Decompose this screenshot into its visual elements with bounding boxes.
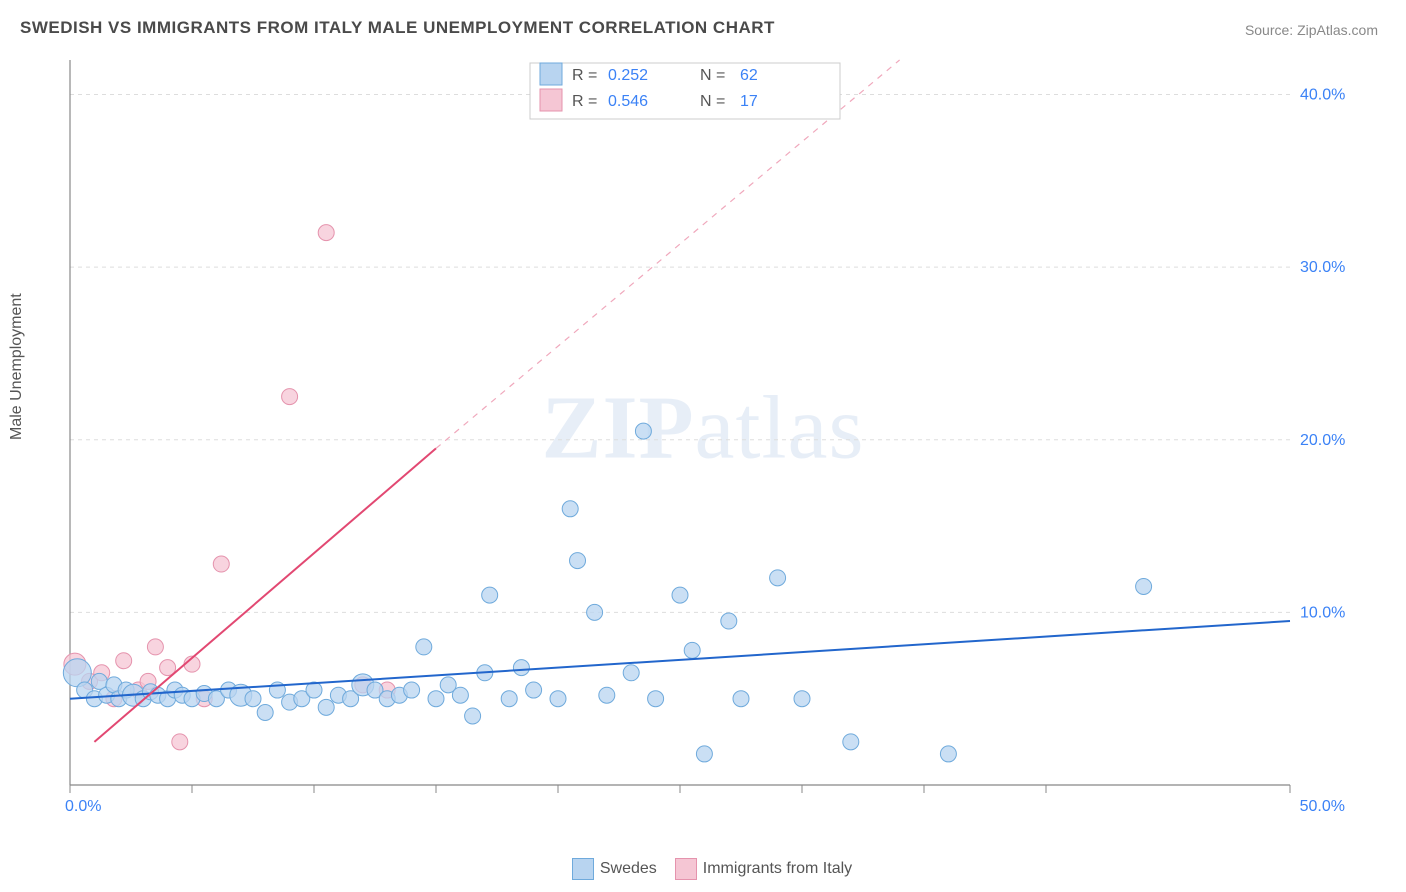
data-point <box>623 665 639 681</box>
legend-n-label: N = <box>700 67 725 84</box>
data-point <box>526 682 542 698</box>
legend-r-value: 0.546 <box>608 93 648 110</box>
data-point <box>282 389 298 405</box>
legend-r-label: R = <box>572 67 597 84</box>
data-point <box>733 691 749 707</box>
legend-n-value: 17 <box>740 93 758 110</box>
data-point <box>550 691 566 707</box>
scatter-chart: 10.0% 20.0% 30.0% 40.0% 0.0% 50.0% R = 0.252 N =… <box>60 55 1350 825</box>
data-point <box>513 660 529 676</box>
trend-line-swedes <box>70 621 1290 699</box>
data-point <box>465 708 481 724</box>
legend-label: Immigrants from Italy <box>703 860 852 877</box>
legend-n-value: 62 <box>740 67 758 84</box>
legend-swatch <box>540 89 562 111</box>
source-attribution: Source: ZipAtlas.com <box>1245 22 1378 38</box>
data-point <box>213 556 229 572</box>
data-point <box>501 691 517 707</box>
data-point <box>245 691 261 707</box>
data-point <box>147 639 163 655</box>
legend-swatch <box>572 858 594 880</box>
data-point <box>696 746 712 762</box>
legend-label: Swedes <box>600 860 657 877</box>
legend-r-label: R = <box>572 93 597 110</box>
data-point <box>257 705 273 721</box>
y-tick-label: 20.0% <box>1300 432 1345 449</box>
legend-swatch <box>675 858 697 880</box>
data-point <box>416 639 432 655</box>
data-point <box>587 604 603 620</box>
data-point <box>318 699 334 715</box>
data-point <box>940 746 956 762</box>
data-point <box>404 682 420 698</box>
data-point <box>770 570 786 586</box>
data-point <box>1136 578 1152 594</box>
data-point <box>570 553 586 569</box>
x-tick-label: 50.0% <box>1300 798 1345 815</box>
data-point <box>599 687 615 703</box>
chart-title: SWEDISH VS IMMIGRANTS FROM ITALY MALE UN… <box>20 18 775 38</box>
data-point <box>794 691 810 707</box>
legend-swatch <box>540 63 562 85</box>
data-point <box>318 225 334 241</box>
data-point <box>672 587 688 603</box>
y-tick-label: 40.0% <box>1300 87 1345 104</box>
x-tick-label: 0.0% <box>65 798 101 815</box>
data-point <box>684 642 700 658</box>
bottom-legend: Swedes Immigrants from Italy <box>0 858 1406 880</box>
y-tick-label: 10.0% <box>1300 604 1345 621</box>
data-point <box>648 691 664 707</box>
data-point <box>635 423 651 439</box>
data-point <box>482 587 498 603</box>
legend-n-label: N = <box>700 93 725 110</box>
data-point <box>116 653 132 669</box>
y-axis-label: Male Unemployment <box>8 293 26 440</box>
data-point <box>452 687 468 703</box>
legend-r-value: 0.252 <box>608 67 648 84</box>
data-point <box>172 734 188 750</box>
data-point <box>843 734 859 750</box>
data-point <box>562 501 578 517</box>
y-tick-label: 30.0% <box>1300 259 1345 276</box>
data-point <box>428 691 444 707</box>
data-point <box>721 613 737 629</box>
